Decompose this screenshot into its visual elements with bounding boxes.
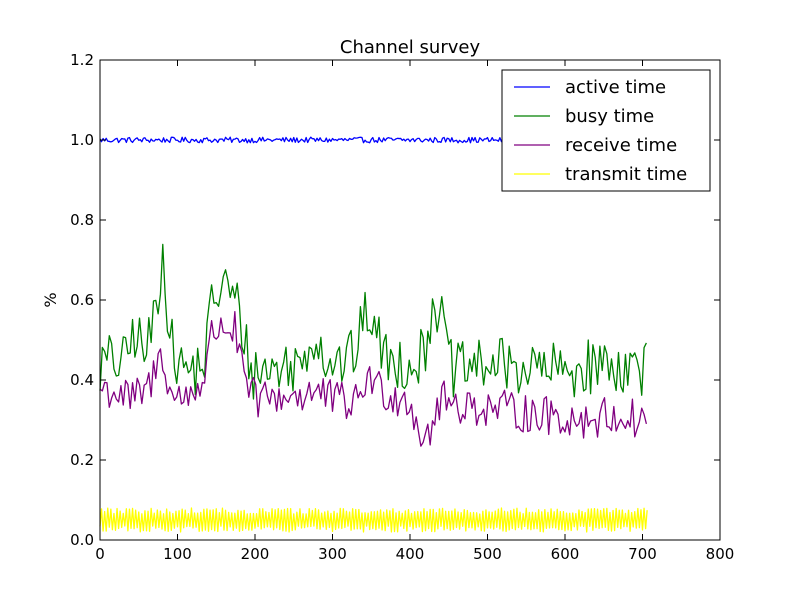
chart-title: Channel survey: [340, 37, 481, 58]
x-tick-label: 0: [95, 545, 105, 563]
x-tick-label: 700: [628, 545, 657, 563]
y-tick-label: 0.6: [70, 291, 94, 309]
series-line-transmit-time: [99, 507, 648, 533]
legend-label: receive time: [565, 135, 677, 156]
x-tick-label: 800: [706, 545, 735, 563]
legend-box: [501, 69, 711, 192]
axes-layer: 0 100 200 300 400 500 600 700 800 0.0 0.2 0.4 0.6 0.8…: [70, 51, 734, 563]
x-tick-label: 200: [241, 545, 270, 563]
y-tick-label: 1.0: [70, 131, 94, 149]
x-tick-label: 300: [318, 545, 347, 563]
chart-legend: active time busy time receive time transmit…: [501, 69, 711, 192]
series-line-receive-time: [99, 310, 648, 447]
y-tick-label: 1.2: [70, 51, 94, 69]
legend-label: active time: [565, 77, 666, 98]
x-tick-label: 400: [396, 545, 425, 563]
legend-label: transmit time: [565, 164, 687, 185]
y-tick-label: 0.4: [70, 371, 94, 389]
y-tick-label: 0.8: [70, 211, 94, 229]
y-tick-label: 0.0: [70, 531, 94, 549]
x-tick-label: 600: [551, 545, 580, 563]
y-tick-label: 0.2: [70, 451, 94, 469]
x-tick-label: 100: [163, 545, 192, 563]
y-axis-label: %: [41, 292, 60, 307]
legend-label: busy time: [565, 106, 654, 127]
x-tick-label: 500: [473, 545, 502, 563]
series-line-busy-time: [99, 243, 647, 400]
